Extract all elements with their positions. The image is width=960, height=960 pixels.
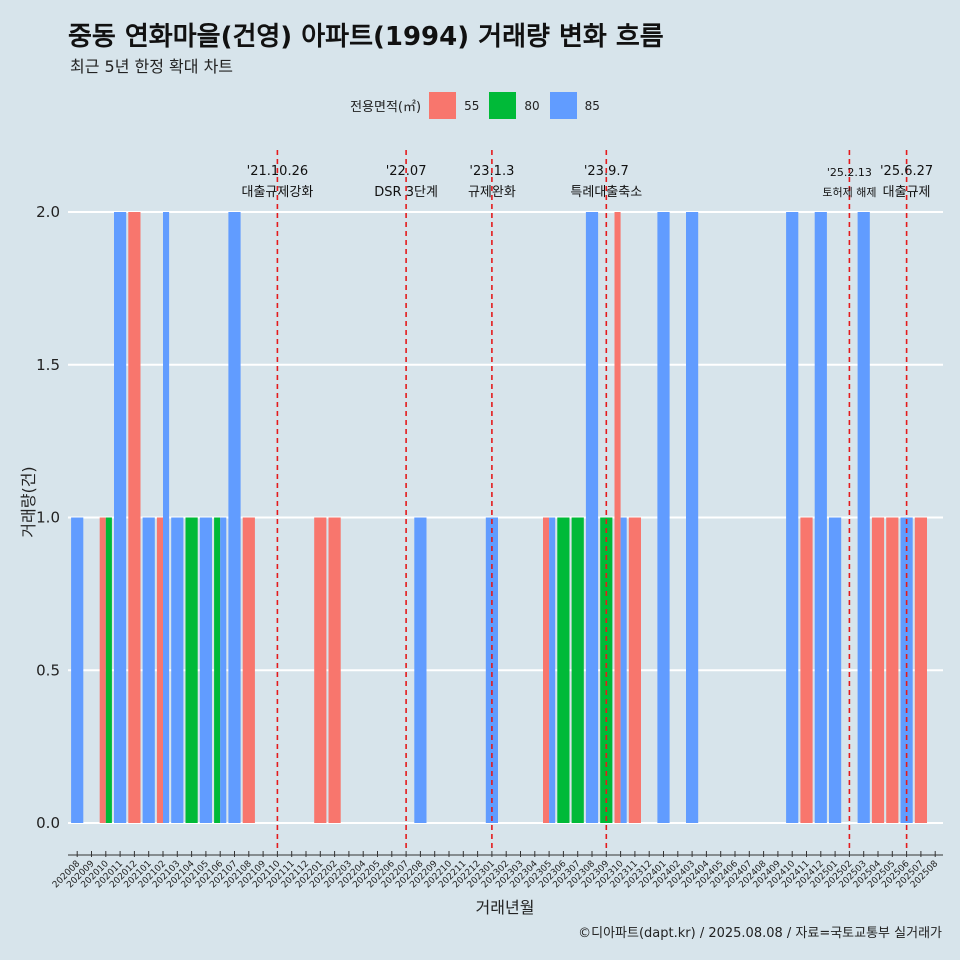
event-date-label: '23.1.3 — [469, 164, 514, 179]
legend-swatch-85 — [549, 92, 577, 119]
bar-85-202506 — [900, 517, 913, 823]
bar-85-202308 — [585, 212, 599, 823]
bar-85-202107 — [228, 212, 241, 823]
bar-80-202106 — [214, 517, 221, 823]
bar-85-202011 — [114, 212, 127, 823]
bar-85-202301 — [485, 517, 498, 823]
event-name-label: DSR 3단계 — [374, 185, 438, 200]
bar-85-202403 — [686, 212, 699, 823]
legend-label-80: 80 — [524, 98, 540, 113]
bar-55-202202 — [328, 517, 341, 823]
y-tick-label: 1.0 — [36, 509, 60, 527]
event-date-label: '22.07 — [386, 164, 427, 179]
y-tick-label: 0.5 — [36, 661, 60, 679]
bar-85-202503 — [857, 212, 870, 823]
chart-legend: 전용면적(㎡) 55 80 85 — [0, 92, 960, 119]
bar-55-202505 — [886, 517, 899, 823]
bar-85-202310 — [620, 517, 627, 823]
event-name-label: 토허제 해제 — [822, 185, 876, 199]
y-axis-title: 거래량(건) — [19, 466, 38, 537]
bar-55-202201 — [314, 517, 327, 823]
legend-item-80: 80 — [489, 92, 543, 119]
legend-swatch-55 — [429, 92, 457, 119]
event-name-label: 특례대출축소 — [570, 185, 642, 200]
bar-85-202501 — [829, 517, 842, 823]
y-tick-label: 0.0 — [36, 814, 60, 832]
legend-item-55: 55 — [429, 92, 483, 119]
y-tick-label: 2.0 — [36, 203, 60, 221]
bar-85-202102 — [163, 212, 170, 823]
page-subtitle: 최근 5년 한정 확대 차트 — [70, 57, 234, 76]
page-title: 중동 연화마을(건영) 아파트(1994) 거래량 변화 흐름 — [68, 22, 664, 52]
bar-55-202507 — [914, 517, 927, 823]
event-date-label: '21.10.26 — [247, 164, 308, 179]
bar-85-202101 — [142, 517, 155, 823]
event-name-label: 대출규제강화 — [242, 185, 314, 200]
bar-55-202012 — [128, 212, 141, 823]
event-name-label: 규제완화 — [468, 185, 516, 200]
bar-55-202010 — [99, 517, 106, 823]
bar-85-202008 — [71, 517, 84, 823]
x-axis-title: 거래년월 — [476, 898, 535, 917]
bar-55-202311 — [628, 517, 641, 823]
bar-55-202108 — [242, 517, 255, 823]
legend-item-85: 85 — [549, 92, 604, 119]
bar-55-202102 — [156, 517, 163, 823]
event-date-label: '25.2.13 — [827, 166, 872, 179]
event-name-label: 대출규제 — [883, 185, 931, 200]
bar-85-202305 — [549, 517, 556, 823]
legend-title: 전용면적(㎡) — [350, 100, 422, 115]
bar-55-202305 — [543, 517, 550, 823]
bar-55-202411 — [800, 517, 813, 823]
bar-80-202010 — [105, 517, 112, 823]
bar-55-202310 — [614, 212, 621, 823]
bar-85-202401 — [657, 212, 670, 823]
legend-label-85: 85 — [584, 98, 600, 113]
bar-85-202105 — [199, 517, 212, 823]
bar-80-202309 — [600, 517, 613, 823]
source-caption: ©디아파트(dapt.kr) / 2025.08.08 / 자료=국토교통부 실… — [578, 926, 942, 941]
legend-label-55: 55 — [464, 98, 480, 113]
bar-55-202504 — [871, 517, 885, 823]
bar-85-202410 — [786, 212, 799, 823]
event-date-label: '25.6.27 — [880, 164, 933, 179]
legend-swatch-80 — [489, 92, 517, 119]
bar-85-202412 — [814, 212, 827, 823]
bar-85-202208 — [414, 517, 427, 823]
bar-85-202103 — [171, 517, 184, 823]
bar-80-202306 — [557, 517, 570, 823]
bar-80-202104 — [185, 517, 198, 823]
bar-80-202307 — [571, 517, 584, 823]
event-date-label: '23.9.7 — [584, 164, 629, 179]
bar-85-202106 — [220, 517, 227, 823]
y-tick-label: 1.5 — [36, 356, 60, 374]
